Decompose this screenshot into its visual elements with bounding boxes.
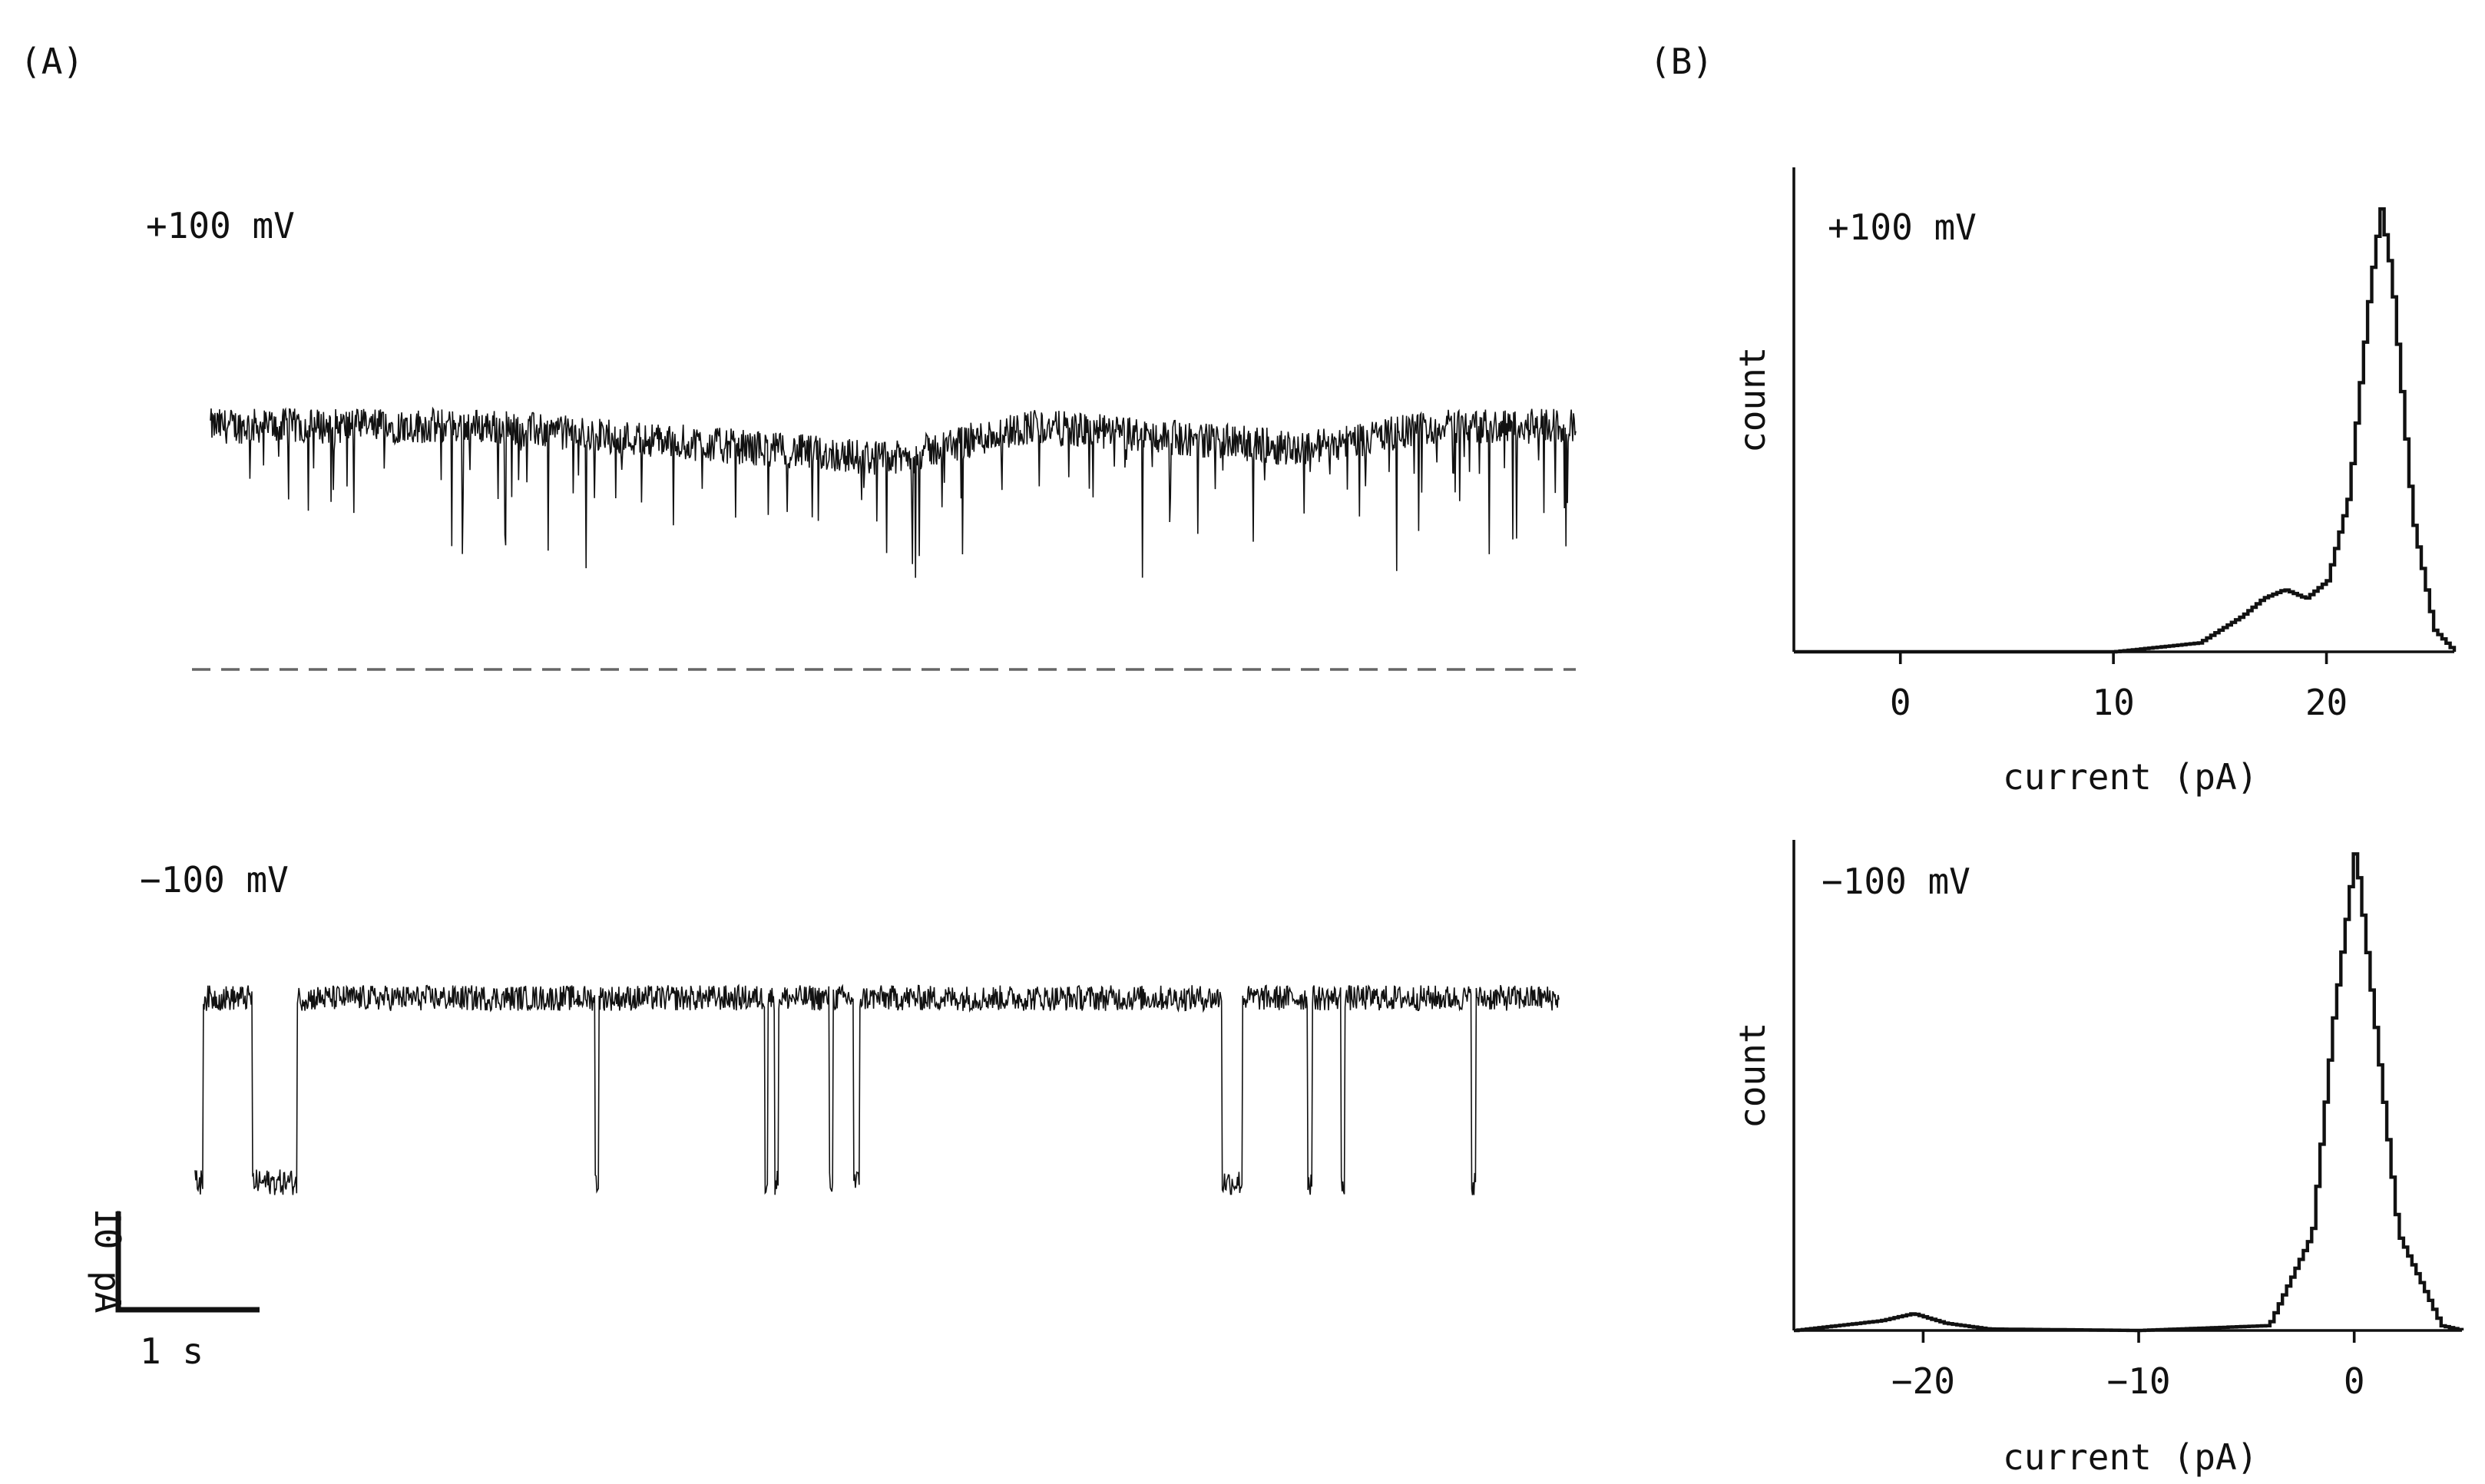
scale-bar: 10 pA 1 s bbox=[87, 1207, 260, 1372]
panel-label-a: (A) bbox=[20, 41, 84, 82]
histogram-top-y-label: count bbox=[1732, 347, 1773, 453]
histogram-top-x-label: current (pA) bbox=[2003, 756, 2258, 798]
trace-bottom-panel: −100 mV bbox=[140, 859, 1560, 1195]
histogram-top-label: +100 mV bbox=[1828, 207, 1977, 248]
panel-label-b: (B) bbox=[1649, 41, 1713, 82]
x-tick-label: −20 bbox=[1891, 1360, 1955, 1402]
scale-bar-y-label: 10 pA bbox=[87, 1207, 128, 1313]
histogram-bottom-y-label: count bbox=[1732, 1023, 1773, 1129]
x-tick-label: 0 bbox=[1890, 682, 1911, 723]
histogram-top-ticks: 0 10 20 bbox=[1890, 652, 2348, 723]
x-tick-label: 10 bbox=[2092, 682, 2134, 723]
x-tick-label: −10 bbox=[2106, 1360, 2170, 1402]
histogram-bottom-x-label: current (pA) bbox=[2003, 1436, 2258, 1478]
x-tick-label: 0 bbox=[2344, 1360, 2365, 1402]
histogram-bottom: −20 −10 0 −100 mV count current (pA) bbox=[1732, 840, 2464, 1478]
histogram-bottom-ticks: −20 −10 0 bbox=[1891, 1330, 2365, 1402]
trace-top-panel: +100 mV bbox=[146, 205, 1577, 671]
scale-bar-lines bbox=[115, 1211, 260, 1313]
x-tick-label: 20 bbox=[2305, 682, 2348, 723]
trace-top-label: +100 mV bbox=[146, 205, 295, 246]
histogram-bottom-label: −100 mV bbox=[1822, 861, 1970, 902]
histogram-bottom-step-line bbox=[1794, 852, 2464, 1333]
histogram-top: 0 10 20 +100 mV count current (pA) bbox=[1732, 167, 2457, 798]
scale-bar-x-label: 1 s bbox=[140, 1330, 203, 1372]
histogram-top-step-line bbox=[1794, 207, 2457, 654]
trace-top-line bbox=[210, 406, 1577, 578]
trace-bottom-label: −100 mV bbox=[140, 859, 289, 901]
trace-bottom-line bbox=[194, 983, 1560, 1195]
